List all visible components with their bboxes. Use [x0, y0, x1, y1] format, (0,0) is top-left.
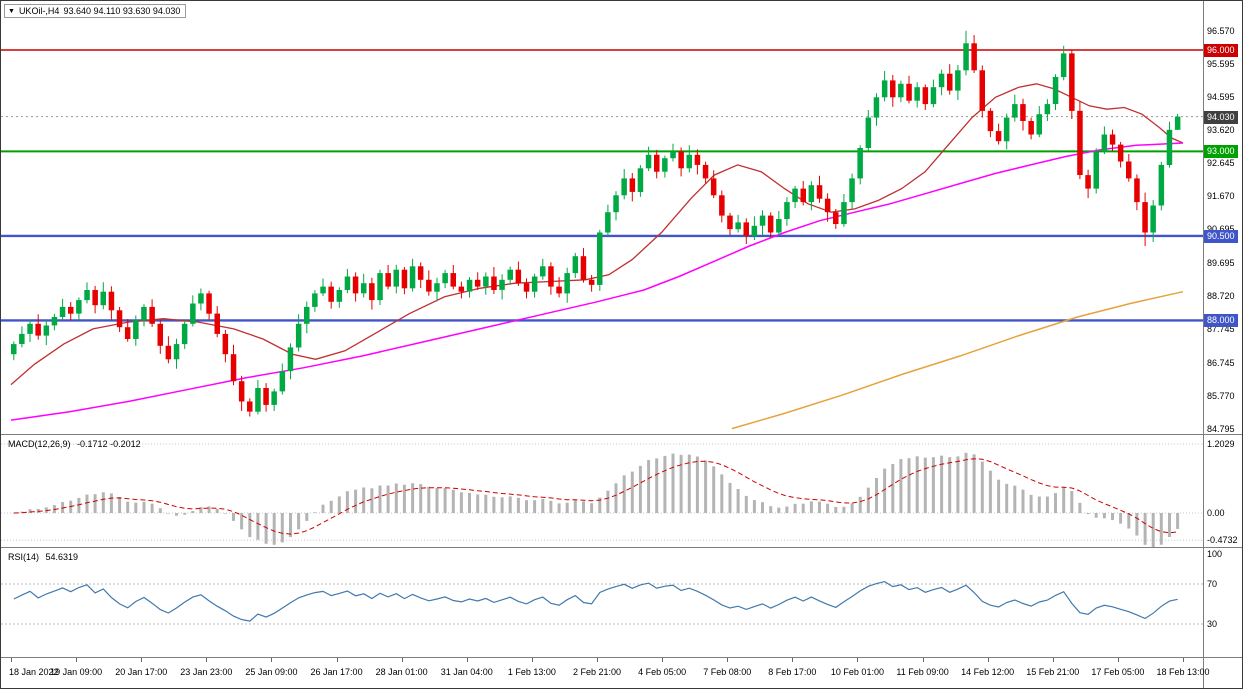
- ohlc-readout: 93.640 94.110 93.630 94.030: [63, 6, 181, 16]
- price-axis-tick: 92.645: [1207, 158, 1235, 169]
- rsi-axis-tick: 30: [1207, 619, 1218, 629]
- time-tick-mark: [1117, 658, 1119, 662]
- time-axis-label: 17 Feb 05:00: [1091, 667, 1145, 677]
- time-axis-label: 28 Jan 01:00: [375, 667, 428, 677]
- price-axis-tick: 84.795: [1207, 423, 1235, 434]
- symbol-info-box: ▼ UKOil-,H4 93.640 94.110 93.630 94.030: [4, 4, 187, 18]
- price-axis-tick: 89.695: [1207, 258, 1235, 269]
- rsi-panel-label: RSI(14) 54.6319: [8, 552, 82, 562]
- time-axis-label: 7 Feb 08:00: [703, 667, 752, 677]
- price-level-badge: 96.000: [1204, 44, 1238, 57]
- time-tick-mark: [922, 658, 924, 662]
- time-tick-mark: [206, 658, 208, 662]
- time-axis-label: 8 Feb 17:00: [768, 667, 817, 677]
- rsi-axis-tick: 100: [1207, 549, 1223, 559]
- time-tick-mark: [792, 658, 794, 662]
- price-axis-tick: 93.620: [1207, 125, 1235, 136]
- time-axis-label: 11 Feb 09:00: [896, 667, 949, 677]
- macd-values: -0.1712 -0.2012: [77, 439, 141, 449]
- time-tick-mark: [727, 658, 729, 662]
- time-axis-label: 15 Feb 21:00: [1026, 667, 1080, 677]
- macd-signal-line: [13, 458, 1178, 535]
- time-tick-mark: [11, 658, 12, 662]
- price-level-badge: 93.000: [1204, 145, 1238, 159]
- time-tick-mark: [271, 658, 273, 662]
- price-axis-tick: 91.670: [1207, 191, 1235, 202]
- macd-axis-tick: -0.4732: [1207, 535, 1238, 546]
- candles-layer: [11, 30, 1181, 417]
- rsi-value: 54.6319: [45, 552, 79, 562]
- time-tick-mark: [1183, 658, 1184, 662]
- price-axis-tick: 94.595: [1207, 92, 1235, 103]
- time-axis-label: 19 Jan 09:00: [50, 667, 103, 677]
- time-axis-label: 20 Jan 17:00: [115, 667, 168, 677]
- time-tick-mark: [531, 658, 533, 662]
- time-axis-label: 26 Jan 17:00: [310, 667, 363, 677]
- price-level-badge: 88.000: [1204, 314, 1238, 328]
- time-axis-label: 18 Feb 13:00: [1156, 667, 1210, 677]
- time-tick-mark: [336, 658, 338, 662]
- rsi-line: [13, 580, 1178, 622]
- time-axis-label: 4 Feb 05:00: [638, 667, 687, 677]
- time-axis-label: 25 Jan 09:00: [245, 667, 298, 677]
- time-axis-label: 31 Jan 04:00: [440, 667, 493, 677]
- price-axis-tick: 85.770: [1207, 390, 1235, 401]
- rsi-chart-svg[interactable]: [1, 548, 1203, 657]
- macd-panel-label: MACD(12,26,9) -0.1712 -0.2012: [8, 439, 145, 449]
- rsi-axis-tick: 70: [1207, 579, 1218, 589]
- time-tick-mark: [76, 658, 78, 662]
- panel-separator: [1, 657, 1242, 658]
- macd-axis-tick: 0.00: [1207, 508, 1225, 518]
- ma-slow-magenta-line: [10, 142, 1184, 421]
- price-axis-border[interactable]: [1203, 1, 1204, 688]
- time-tick-mark: [401, 658, 403, 662]
- panel-separator[interactable]: [1, 434, 1242, 435]
- current-price-badge: 94.030: [1204, 110, 1238, 124]
- time-axis-label: 18 Jan 2022: [9, 667, 59, 677]
- time-axis-label: 14 Feb 12:00: [961, 667, 1015, 677]
- time-tick-mark: [1052, 658, 1054, 662]
- price-chart-svg[interactable]: [1, 1, 1203, 434]
- symbol-label: UKOil-,H4: [18, 6, 60, 16]
- price-axis-tick: 90.695: [1207, 224, 1235, 234]
- ma-long-orange-line: [731, 290, 1184, 430]
- quick-trade-arrow-icon[interactable]: ▼: [8, 7, 15, 15]
- time-tick-mark: [662, 658, 664, 662]
- rsi-indicator-name: RSI(14): [8, 552, 40, 562]
- time-axis-label: 10 Feb 01:00: [830, 667, 884, 677]
- time-tick-mark: [466, 658, 468, 662]
- price-axis-tick: 87.745: [1207, 324, 1235, 335]
- time-tick-mark: [141, 658, 143, 662]
- macd-chart-svg[interactable]: [1, 435, 1203, 547]
- price-level-badge: 90.500: [1204, 229, 1238, 243]
- time-axis-label: 1 Feb 13:00: [507, 667, 556, 677]
- macd-indicator-name: MACD(12,26,9): [8, 439, 71, 449]
- macd-axis-tick: 1.2029: [1207, 438, 1235, 449]
- time-axis-label: 2 Feb 21:00: [572, 667, 622, 677]
- time-tick-mark: [987, 658, 989, 662]
- macd-histogram: [20, 452, 1180, 547]
- time-tick-mark: [597, 658, 598, 662]
- price-axis-tick: 86.745: [1207, 357, 1235, 368]
- price-axis-tick: 95.595: [1207, 58, 1235, 69]
- time-tick-mark: [857, 658, 859, 662]
- price-axis-tick: 88.720: [1207, 291, 1235, 302]
- price-axis-tick: 96.570: [1207, 25, 1235, 36]
- panel-separator[interactable]: [1, 547, 1242, 548]
- time-axis-label: 23 Jan 23:00: [180, 667, 233, 677]
